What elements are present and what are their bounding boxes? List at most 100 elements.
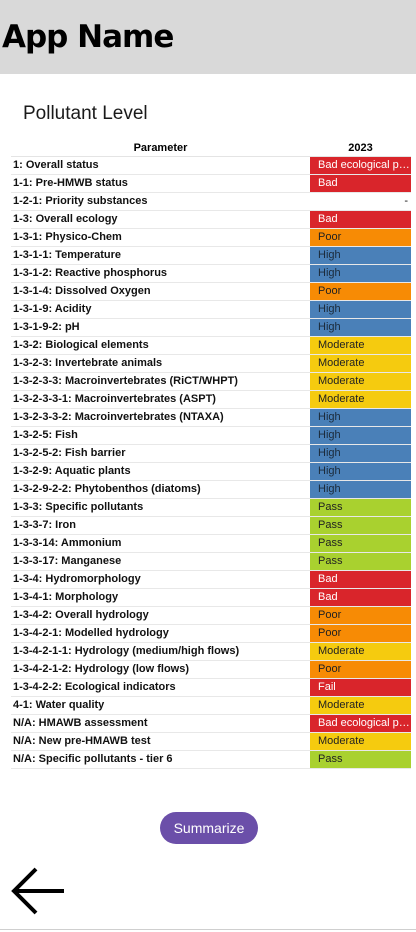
table-row: 1-3-2-3-3-1: Macroinvertebrates (ASPT) Mo… <box>11 390 411 409</box>
status-cell: Moderate <box>310 732 411 751</box>
table-row: 1-3-3-14: Ammonium Pass <box>11 534 411 553</box>
status-cell: Moderate <box>310 354 411 373</box>
status-cell: High <box>310 480 411 499</box>
table-row: N/A: New pre-HMAWB test Moderate <box>11 732 411 751</box>
app-title: App Name <box>2 19 174 55</box>
status-cell: Bad <box>310 174 411 193</box>
table-row: 1-2-1: Priority substances - <box>11 192 411 211</box>
table-header-row: Parameter 2023 <box>11 140 411 157</box>
status-cell: High <box>310 264 411 283</box>
parameter-cell: 1-3-1-2: Reactive phosphorus <box>11 264 310 283</box>
bottom-divider <box>0 929 416 930</box>
status-cell: Pass <box>310 750 411 769</box>
status-cell: Poor <box>310 228 411 247</box>
status-cell: Fail <box>310 678 411 697</box>
status-cell: Bad ecological potential <box>310 156 411 175</box>
status-cell: Pass <box>310 516 411 535</box>
parameter-cell: N/A: HMAWB assessment <box>11 714 310 733</box>
parameter-cell: 1-3-1-9-2: pH <box>11 318 310 337</box>
table-row: 1-3-2-3-3-2: Macroinvertebrates (NTAXA) H… <box>11 408 411 427</box>
table-row: 1-1: Pre-HMWB status Bad <box>11 174 411 193</box>
table-row: 1-3-4-2-1: Modelled hydrology Poor <box>11 624 411 643</box>
parameter-column-header: Parameter <box>11 140 310 157</box>
parameter-cell: N/A: New pre-HMAWB test <box>11 732 310 751</box>
parameter-cell: 1-3-2: Biological elements <box>11 336 310 355</box>
status-cell: High <box>310 444 411 463</box>
summarize-button[interactable]: Summarize <box>160 812 258 844</box>
table-row: 1-3-4: Hydromorphology Bad <box>11 570 411 589</box>
table-row: 1-3-2: Biological elements Moderate <box>11 336 411 355</box>
status-cell: Poor <box>310 624 411 643</box>
table-row: 1-3-1-1: Temperature High <box>11 246 411 265</box>
parameter-cell: 1-3-4-2-1-2: Hydrology (low flows) <box>11 660 310 679</box>
table-row: 1-3-2-5-2: Fish barrier High <box>11 444 411 463</box>
parameter-cell: 1-3-2-9: Aquatic plants <box>11 462 310 481</box>
table-row: 1-3-2-9-2-2: Phytobenthos (diatoms) High <box>11 480 411 499</box>
parameter-cell: 1-3-4-2: Overall hydrology <box>11 606 310 625</box>
table-row: 1-3-3-17: Manganese Pass <box>11 552 411 571</box>
parameter-cell: 1-3-2-3-3-2: Macroinvertebrates (NTAXA) <box>11 408 310 427</box>
status-cell: Poor <box>310 282 411 301</box>
status-cell: Bad ecological potential <box>310 714 411 733</box>
status-cell: Bad <box>310 570 411 589</box>
status-cell: Bad <box>310 588 411 607</box>
status-cell: Pass <box>310 534 411 553</box>
parameter-cell: 1: Overall status <box>11 156 310 175</box>
parameter-cell: 1-2-1: Priority substances <box>11 192 310 211</box>
status-cell: High <box>310 462 411 481</box>
parameter-cell: 1-3-3-14: Ammonium <box>11 534 310 553</box>
parameter-cell: 1-3-4-2-1: Modelled hydrology <box>11 624 310 643</box>
table-row: 1-3-2-3-3: Macroinvertebrates (RiCT/WHPT… <box>11 372 411 391</box>
status-cell: Moderate <box>310 696 411 715</box>
table-row: 1-3-1-4: Dissolved Oxygen Poor <box>11 282 411 301</box>
parameter-cell: 1-3: Overall ecology <box>11 210 310 229</box>
parameter-cell: 1-1: Pre-HMWB status <box>11 174 310 193</box>
parameter-cell: 4-1: Water quality <box>11 696 310 715</box>
status-cell: Pass <box>310 498 411 517</box>
year-column-header: 2023 <box>310 140 411 157</box>
app-header: App Name <box>0 0 416 74</box>
parameter-cell: 1-3-4-2-1-1: Hydrology (medium/high flow… <box>11 642 310 661</box>
table-row: 1-3-1-9-2: pH High <box>11 318 411 337</box>
status-cell: Moderate <box>310 336 411 355</box>
parameter-cell: 1-3-3-17: Manganese <box>11 552 310 571</box>
table-row: 4-1: Water quality Moderate <box>11 696 411 715</box>
status-cell: Moderate <box>310 372 411 391</box>
parameter-cell: 1-3-2-3-3-1: Macroinvertebrates (ASPT) <box>11 390 310 409</box>
table-row: 1-3-4-2: Overall hydrology Poor <box>11 606 411 625</box>
pollutant-table: Parameter 2023 1: Overall status Bad ecol… <box>11 140 411 769</box>
table-row: 1-3-1-2: Reactive phosphorus High <box>11 264 411 283</box>
table-row: 1-3-2-9: Aquatic plants High <box>11 462 411 481</box>
parameter-cell: 1-3-4-2-2: Ecological indicators <box>11 678 310 697</box>
table-row: 1-3-1-9: Acidity High <box>11 300 411 319</box>
parameter-cell: 1-3-1-4: Dissolved Oxygen <box>11 282 310 301</box>
section-title: Pollutant Level <box>23 103 148 124</box>
status-cell: High <box>310 300 411 319</box>
table-row: 1-3-3-7: Iron Pass <box>11 516 411 535</box>
table-row: 1-3-4-2-2: Ecological indicators Fail <box>11 678 411 697</box>
table-row: 1-3-4-2-1-2: Hydrology (low flows) Poor <box>11 660 411 679</box>
status-cell: Bad <box>310 210 411 229</box>
parameter-cell: 1-3-4: Hydromorphology <box>11 570 310 589</box>
table-row: 1-3-2-5: Fish High <box>11 426 411 445</box>
table-row: 1-3-4-2-1-1: Hydrology (medium/high flow… <box>11 642 411 661</box>
status-cell: Poor <box>310 606 411 625</box>
table-row: 1-3-2-3: Invertebrate animals Moderate <box>11 354 411 373</box>
parameter-cell: 1-3-2-3: Invertebrate animals <box>11 354 310 373</box>
status-cell: Moderate <box>310 642 411 661</box>
status-cell: High <box>310 318 411 337</box>
table-row: N/A: Specific pollutants - tier 6 Pass <box>11 750 411 769</box>
parameter-cell: 1-3-2-5-2: Fish barrier <box>11 444 310 463</box>
table-row: 1-3-4-1: Morphology Bad <box>11 588 411 607</box>
parameter-cell: N/A: Specific pollutants - tier 6 <box>11 750 310 769</box>
status-cell: Moderate <box>310 390 411 409</box>
parameter-cell: 1-3-2-9-2-2: Phytobenthos (diatoms) <box>11 480 310 499</box>
table-row: 1-3: Overall ecology Bad <box>11 210 411 229</box>
back-button[interactable] <box>10 862 68 920</box>
status-cell: Pass <box>310 552 411 571</box>
parameter-cell: 1-3-4-1: Morphology <box>11 588 310 607</box>
